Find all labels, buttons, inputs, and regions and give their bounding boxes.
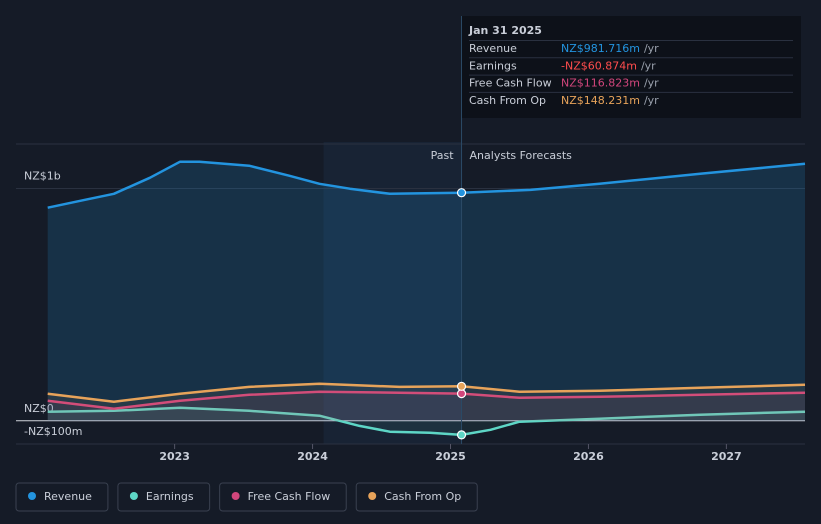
legend-button[interactable] bbox=[117, 482, 211, 512]
legend-item[interactable]: Cash From Op bbox=[355, 482, 478, 512]
tooltip-date: Jan 31 2025 bbox=[468, 24, 542, 37]
series-line bbox=[47, 160, 806, 209]
x-tick-label: 2026 bbox=[573, 450, 604, 463]
tooltip-label: Revenue bbox=[469, 42, 517, 55]
legend-item[interactable]: Free Cash Flow bbox=[219, 482, 347, 512]
legend-swatch bbox=[28, 492, 36, 500]
tooltip-value: NZ$148.231m/yr bbox=[561, 94, 659, 107]
tooltip-value-amount: NZ$116.823m bbox=[561, 77, 640, 90]
legend-item[interactable]: Earnings bbox=[117, 482, 211, 512]
legend-swatch bbox=[368, 492, 377, 500]
tooltip-value: NZ$981.716m/yr bbox=[561, 42, 659, 55]
legend-label: Revenue bbox=[44, 490, 92, 503]
tooltip-value-amount: NZ$981.716m bbox=[561, 42, 640, 55]
series-area bbox=[47, 161, 805, 421]
series-line bbox=[47, 382, 806, 403]
past-label: Past bbox=[431, 149, 455, 162]
tooltip-value-amount: -NZ$60.874m bbox=[561, 59, 637, 72]
legend-label: Free Cash Flow bbox=[248, 490, 331, 503]
series-area bbox=[47, 383, 805, 421]
tooltip-label: Cash From Op bbox=[469, 94, 546, 107]
tooltip-label: Free Cash Flow bbox=[469, 77, 552, 90]
tooltip-value: -NZ$60.874m/yr bbox=[561, 59, 656, 72]
hover-marker bbox=[456, 381, 467, 391]
x-tick-label: 2027 bbox=[711, 450, 742, 463]
y-tick-label: -NZ$100m bbox=[24, 425, 82, 438]
tooltip-label: Earnings bbox=[469, 59, 517, 72]
tooltip-unit: /yr bbox=[644, 42, 659, 55]
y-tick-label: NZ$0 bbox=[24, 402, 54, 415]
hover-marker bbox=[456, 430, 467, 440]
legend-swatch bbox=[129, 492, 138, 500]
x-tick-label: 2024 bbox=[297, 450, 328, 463]
tooltip-unit: /yr bbox=[644, 94, 659, 107]
series-area bbox=[47, 391, 805, 421]
tooltip-box bbox=[462, 16, 801, 118]
tooltip-value: NZ$116.823m/yr bbox=[561, 77, 659, 90]
tooltip-unit: /yr bbox=[644, 77, 659, 90]
x-tick-label: 2025 bbox=[435, 450, 466, 463]
hover-marker bbox=[456, 188, 467, 198]
legend-item[interactable]: Revenue bbox=[15, 482, 109, 512]
tooltip-value-amount: NZ$148.231m bbox=[561, 94, 640, 107]
x-tick-label: 2023 bbox=[159, 450, 190, 463]
y-tick-label: NZ$1b bbox=[24, 169, 61, 182]
tooltip-unit: /yr bbox=[641, 59, 656, 72]
legend-label: Cash From Op bbox=[384, 490, 461, 503]
forecast-label: Analysts Forecasts bbox=[470, 149, 573, 162]
legend-label: Earnings bbox=[146, 490, 194, 503]
legend-button[interactable] bbox=[15, 482, 109, 512]
legend-swatch bbox=[231, 492, 240, 500]
legend-button[interactable] bbox=[355, 482, 478, 512]
series-line bbox=[47, 390, 806, 410]
series-area bbox=[47, 407, 805, 435]
legend-button[interactable] bbox=[219, 482, 347, 512]
series-line bbox=[47, 406, 806, 437]
